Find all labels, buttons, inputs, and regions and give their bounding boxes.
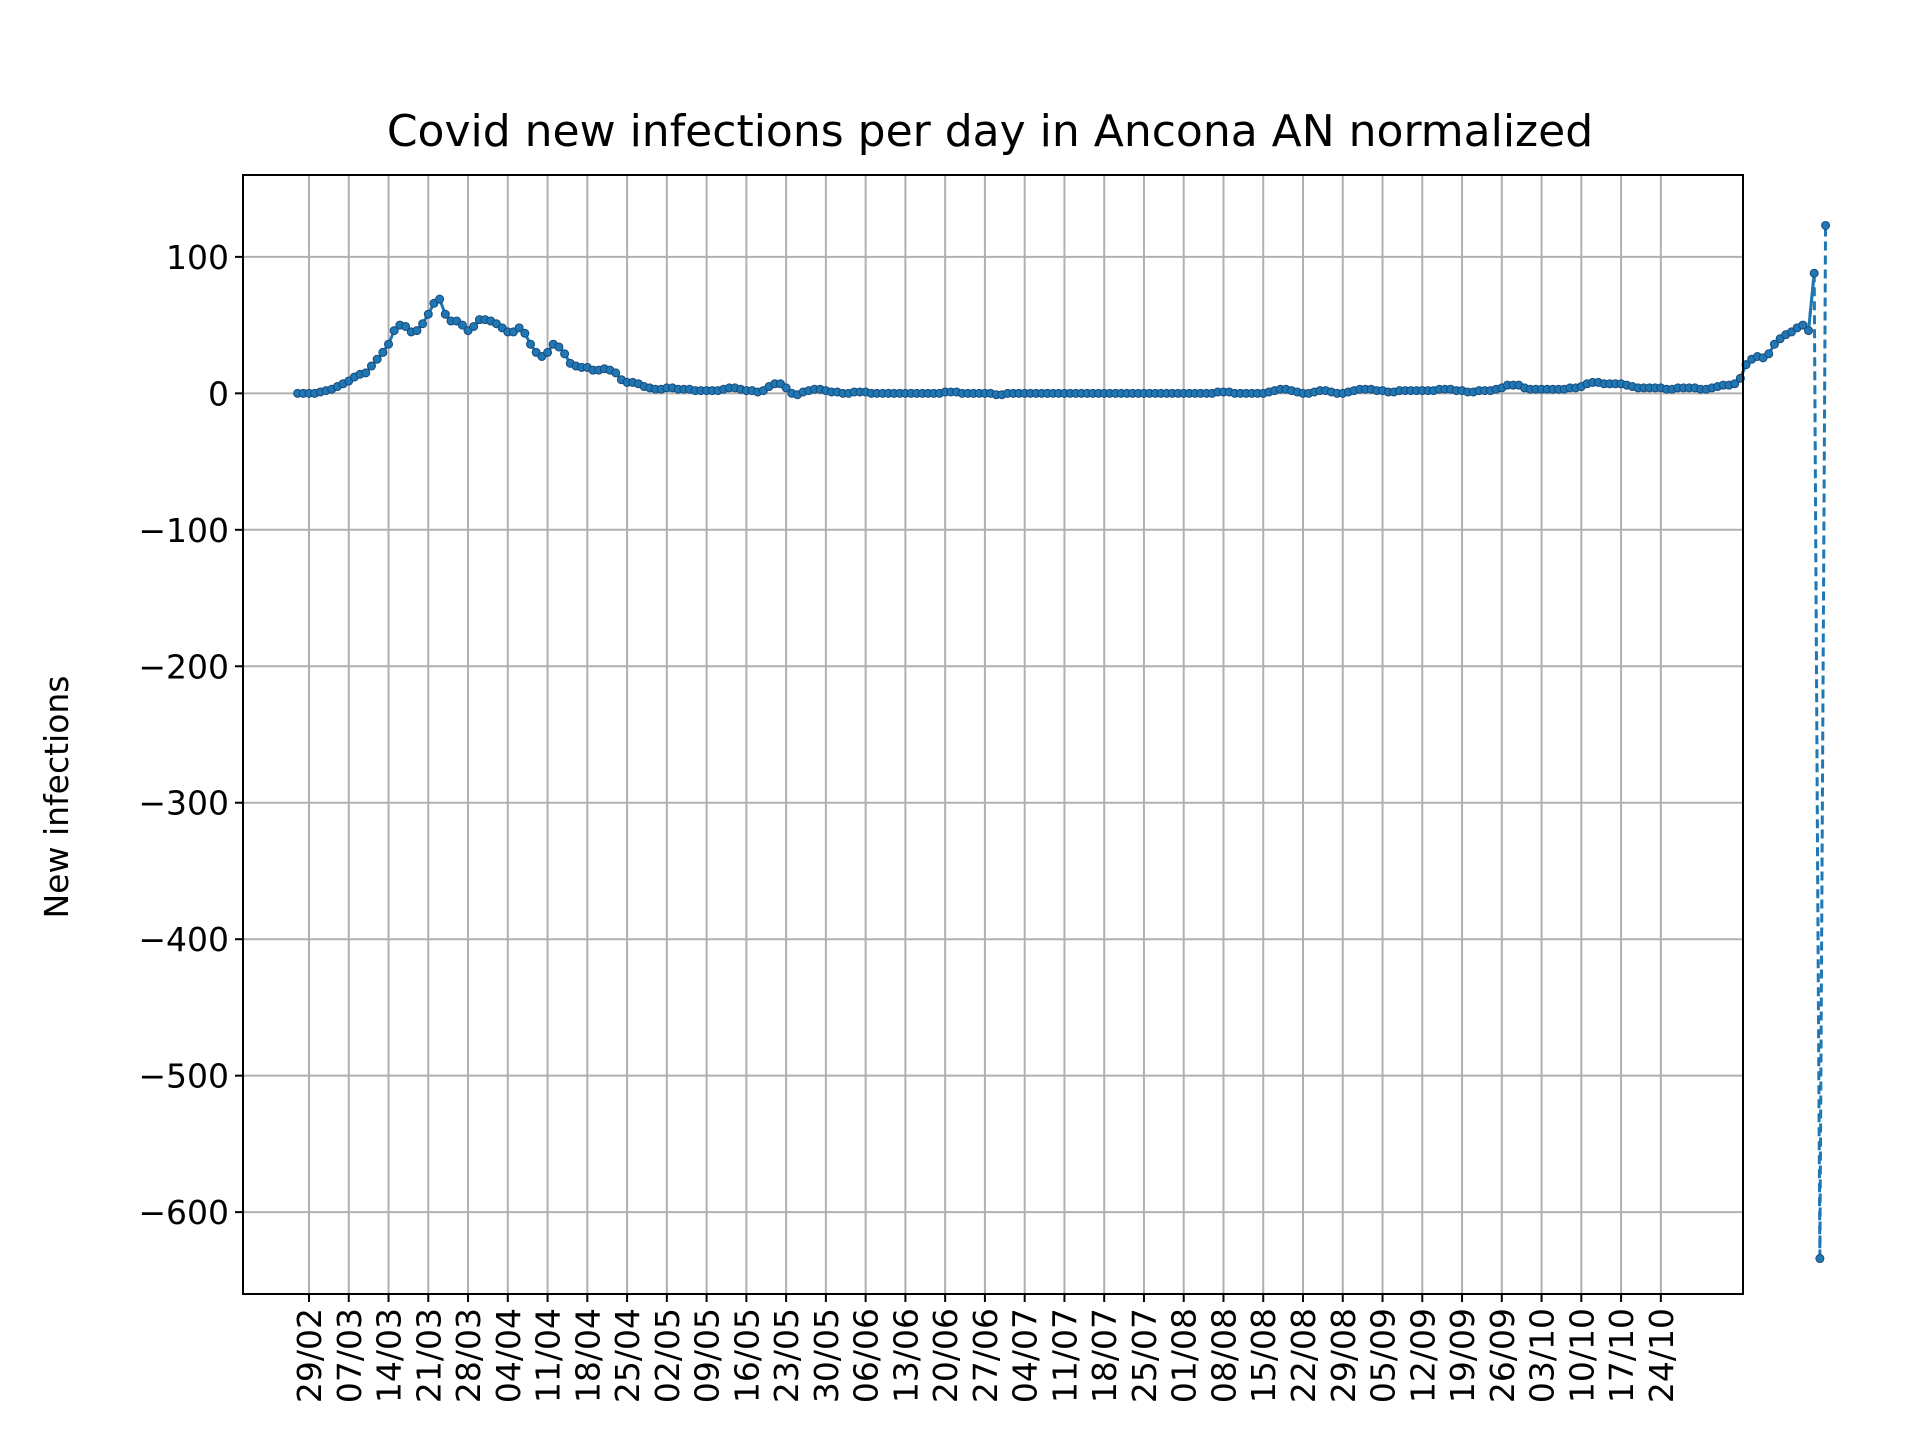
chart-title: Covid new infections per day in Ancona A… [387, 106, 1593, 157]
x-tick-label: 18/07 [1085, 1308, 1124, 1403]
x-tick-label: 20/06 [926, 1308, 965, 1403]
x-tick-label: 29/02 [290, 1308, 329, 1403]
x-tick-label: 29/08 [1324, 1308, 1363, 1403]
data-point [435, 294, 445, 304]
x-tick-label: 15/08 [1244, 1308, 1283, 1403]
x-tick-label: 03/10 [1523, 1308, 1562, 1403]
x-tick-label: 16/05 [727, 1308, 766, 1403]
x-tick-label: 04/04 [489, 1308, 528, 1403]
data-point [520, 328, 530, 338]
dashed-series-line [1812, 273, 1822, 1259]
data-point [457, 320, 467, 330]
x-tick-label: 05/09 [1364, 1308, 1403, 1403]
x-tick-label: 25/04 [608, 1308, 647, 1403]
x-tick-label: 14/03 [370, 1308, 409, 1403]
grid-lines [243, 175, 1743, 1294]
data-point [1764, 349, 1774, 359]
y-tick-label: −300 [138, 784, 229, 823]
x-tick-label: 23/05 [767, 1308, 806, 1403]
x-tick-label: 19/09 [1443, 1308, 1482, 1403]
x-tick-label: 24/10 [1642, 1308, 1681, 1403]
x-tick-label: 22/08 [1284, 1308, 1323, 1403]
data-point [469, 321, 479, 331]
y-tick-labels: 100 0 −100 −200 −300 −400 −500 −600 [138, 238, 243, 1232]
data-point [366, 361, 376, 371]
y-tick-label: −600 [138, 1193, 229, 1232]
x-tick-label: 11/07 [1045, 1308, 1084, 1403]
data-point [401, 321, 411, 331]
series-layer [293, 220, 1831, 1264]
data-point [526, 339, 536, 349]
y-tick-label: 0 [208, 374, 229, 413]
x-tick-label: 09/05 [688, 1308, 727, 1403]
y-tick-label: −500 [138, 1057, 229, 1096]
data-point [1730, 379, 1740, 389]
data-point [418, 319, 428, 329]
x-tick-label: 21/03 [409, 1308, 448, 1403]
plot-frame [242, 174, 1744, 1295]
data-point [560, 349, 570, 359]
dashed-series-line [1818, 225, 1828, 1259]
data-point [378, 347, 388, 357]
x-tick-label: 26/09 [1483, 1308, 1522, 1403]
data-point [440, 309, 450, 319]
x-tick-label: 01/08 [1165, 1308, 1204, 1403]
data-point [543, 347, 553, 357]
data-point [611, 368, 621, 378]
y-tick-label: −200 [138, 647, 229, 686]
x-tick-label: 04/07 [1006, 1308, 1045, 1403]
x-tick-label: 27/06 [966, 1308, 1005, 1403]
x-tick-label: 18/04 [568, 1308, 607, 1403]
data-point [554, 342, 564, 352]
x-tick-label: 10/10 [1562, 1308, 1601, 1403]
data-point [412, 326, 422, 336]
data-point [1821, 220, 1831, 230]
data-point [372, 354, 382, 364]
data-point [781, 383, 791, 393]
y-tick-label: −400 [138, 920, 229, 959]
data-point [1798, 320, 1808, 330]
x-tick-label: 25/07 [1125, 1308, 1164, 1403]
data-point [423, 309, 433, 319]
x-tick-label: 11/04 [529, 1308, 568, 1403]
x-tick-label: 12/09 [1403, 1308, 1442, 1403]
data-point [1815, 1254, 1825, 1264]
data-point [514, 323, 524, 333]
data-point [389, 326, 399, 336]
data-point [1809, 268, 1819, 278]
x-tick-label: 02/05 [648, 1308, 687, 1403]
x-tick-label: 28/03 [449, 1308, 488, 1403]
data-point [1804, 326, 1814, 336]
y-tick-label: −100 [138, 511, 229, 550]
dashed-series-line [1807, 273, 1816, 331]
x-tick-label: 17/10 [1602, 1308, 1641, 1403]
y-axis-label: New infections [37, 675, 76, 918]
x-tick-labels: 29/02 07/03 14/03 21/03 28/03 04/04 11/04 18/04… [290, 1294, 1681, 1403]
x-tick-label: 06/06 [847, 1308, 886, 1403]
y-tick-label: 100 [166, 238, 229, 277]
x-tick-label: 08/08 [1204, 1308, 1243, 1403]
data-point [1769, 339, 1779, 349]
data-point [384, 339, 394, 349]
x-tick-label: 13/06 [886, 1308, 925, 1403]
x-tick-label: 30/05 [807, 1308, 846, 1403]
x-tick-label: 07/03 [330, 1308, 369, 1403]
data-point [361, 368, 371, 378]
